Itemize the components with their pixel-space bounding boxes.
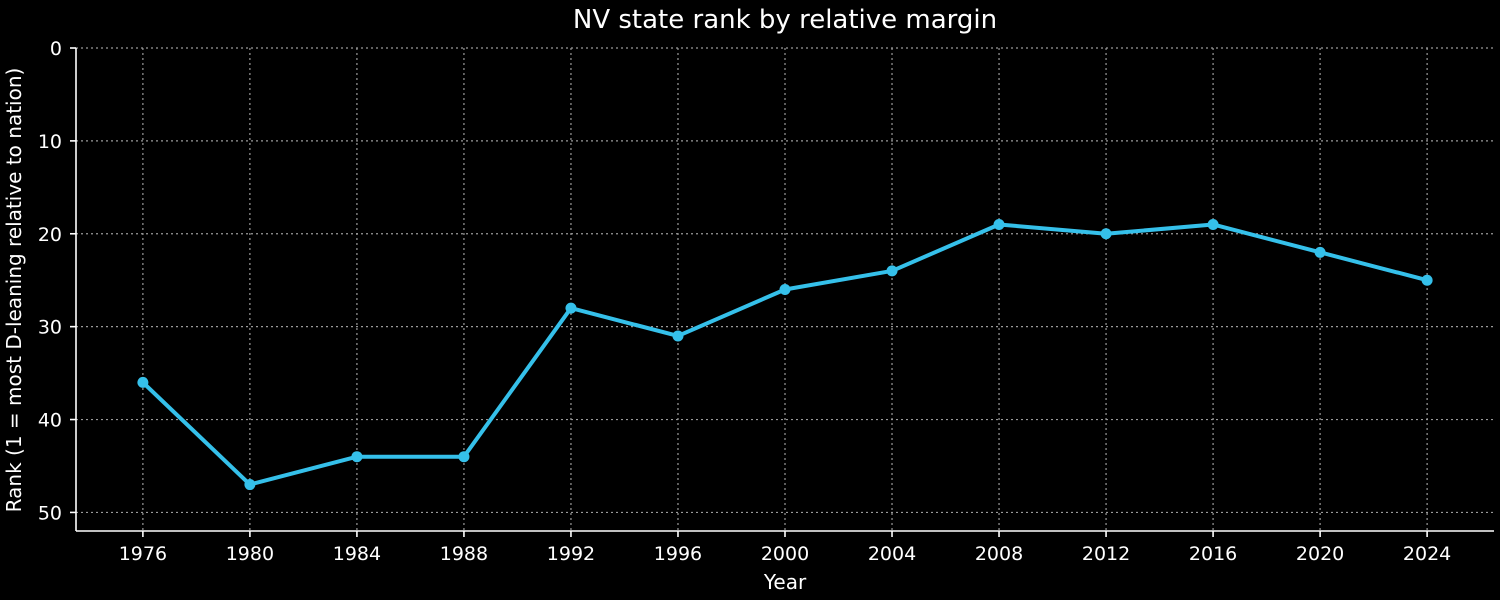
data-point <box>1421 274 1433 286</box>
x-tick-label: 1996 <box>654 543 702 565</box>
x-tick-label: 2020 <box>1296 543 1344 565</box>
data-point <box>1314 246 1326 258</box>
data-point <box>1207 218 1219 230</box>
data-point <box>244 479 256 491</box>
y-tick-label: 10 <box>38 131 62 153</box>
data-point <box>137 376 149 388</box>
ticks: 1976 1980 1984 1988 1992 1996 2000 2004 2008 2012… <box>38 38 1451 565</box>
x-tick-label: 2024 <box>1403 543 1451 565</box>
y-tick-label: 40 <box>38 410 62 432</box>
x-tick-label: 2016 <box>1189 543 1237 565</box>
y-tick-label: 0 <box>50 38 62 60</box>
x-tick-label: 1984 <box>333 543 381 565</box>
data-point <box>1100 228 1112 240</box>
data-point <box>779 284 791 295</box>
data-point <box>993 218 1005 230</box>
data-point <box>458 451 470 463</box>
y-tick-label: 20 <box>38 224 62 246</box>
x-tick-label: 2008 <box>975 543 1023 565</box>
data-point <box>886 265 898 277</box>
x-tick-label: 1976 <box>119 543 167 565</box>
data-point <box>672 330 684 342</box>
y-tick-label: 30 <box>38 317 62 339</box>
x-axis-label: Year <box>763 570 807 594</box>
x-tick-label: 2000 <box>761 543 809 565</box>
data-point <box>565 302 577 314</box>
series <box>137 218 1433 491</box>
x-tick-label: 2004 <box>868 543 916 565</box>
data-point <box>351 451 363 463</box>
y-axis-label: Rank (1 = most D-leaning relative to nat… <box>2 68 26 513</box>
chart-title: NV state rank by relative margin <box>573 5 997 35</box>
y-tick-label: 50 <box>38 502 62 524</box>
x-tick-label: 2012 <box>1082 543 1130 565</box>
x-tick-label: 1992 <box>547 543 595 565</box>
x-tick-label: 1988 <box>440 543 488 565</box>
x-tick-label: 1980 <box>226 543 274 565</box>
